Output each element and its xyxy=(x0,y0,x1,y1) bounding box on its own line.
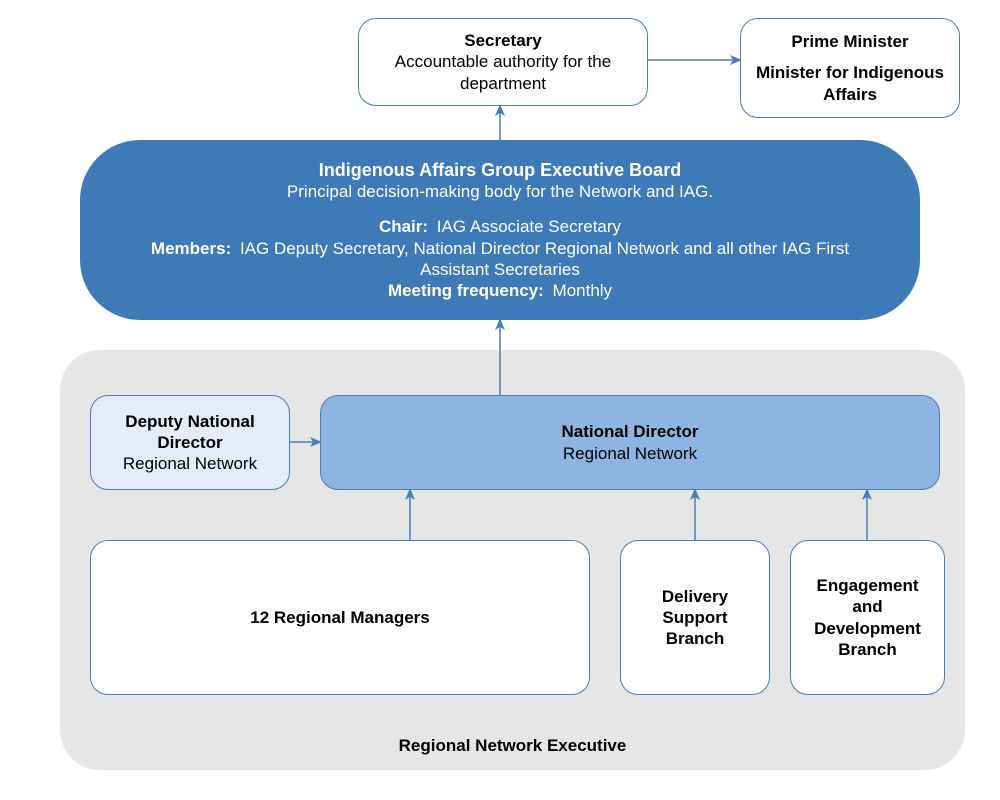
board-title: Indigenous Affairs Group Executive Board xyxy=(319,159,681,182)
node-secretary: Secretary Accountable authority for the … xyxy=(358,18,648,106)
delivery-title: Delivery Support Branch xyxy=(633,586,757,650)
ndir-subtitle: Regional Network xyxy=(563,443,697,464)
node-regional-managers: 12 Regional Managers xyxy=(90,540,590,695)
managers-title: 12 Regional Managers xyxy=(250,607,430,628)
board-freq-value: Monthly xyxy=(553,281,613,300)
board-members-label: Members: xyxy=(151,239,231,258)
board-members-line: Members: IAG Deputy Secretary, National … xyxy=(140,238,860,281)
ministers-line1: Prime Minister xyxy=(791,31,908,52)
deputy-title: Deputy National Director xyxy=(103,411,277,454)
ndir-title: National Director xyxy=(562,421,699,442)
board-subtitle: Principal decision-making body for the N… xyxy=(287,181,713,202)
panel-label: Regional Network Executive xyxy=(60,735,965,756)
secretary-title: Secretary xyxy=(464,30,542,51)
deputy-subtitle: Regional Network xyxy=(123,453,257,474)
node-deputy-national-director: Deputy National Director Regional Networ… xyxy=(90,395,290,490)
board-chair-value: IAG Associate Secretary xyxy=(437,217,621,236)
node-executive-board: Indigenous Affairs Group Executive Board… xyxy=(80,140,920,320)
board-freq-label: Meeting frequency: xyxy=(388,281,544,300)
board-freq-line: Meeting frequency: Monthly xyxy=(388,280,612,301)
board-chair-line: Chair: IAG Associate Secretary xyxy=(379,216,621,237)
secretary-subtitle: Accountable authority for the department xyxy=(371,51,635,94)
node-engagement-development-branch: Engagement and Development Branch xyxy=(790,540,945,695)
ministers-line2: Minister for Indigenous Affairs xyxy=(753,62,947,105)
node-ministers: Prime Minister Minister for Indigenous A… xyxy=(740,18,960,118)
node-delivery-support-branch: Delivery Support Branch xyxy=(620,540,770,695)
board-chair-label: Chair: xyxy=(379,217,428,236)
node-national-director: National Director Regional Network xyxy=(320,395,940,490)
engagement-title: Engagement and Development Branch xyxy=(803,575,932,660)
board-members-value: IAG Deputy Secretary, National Director … xyxy=(240,239,849,279)
